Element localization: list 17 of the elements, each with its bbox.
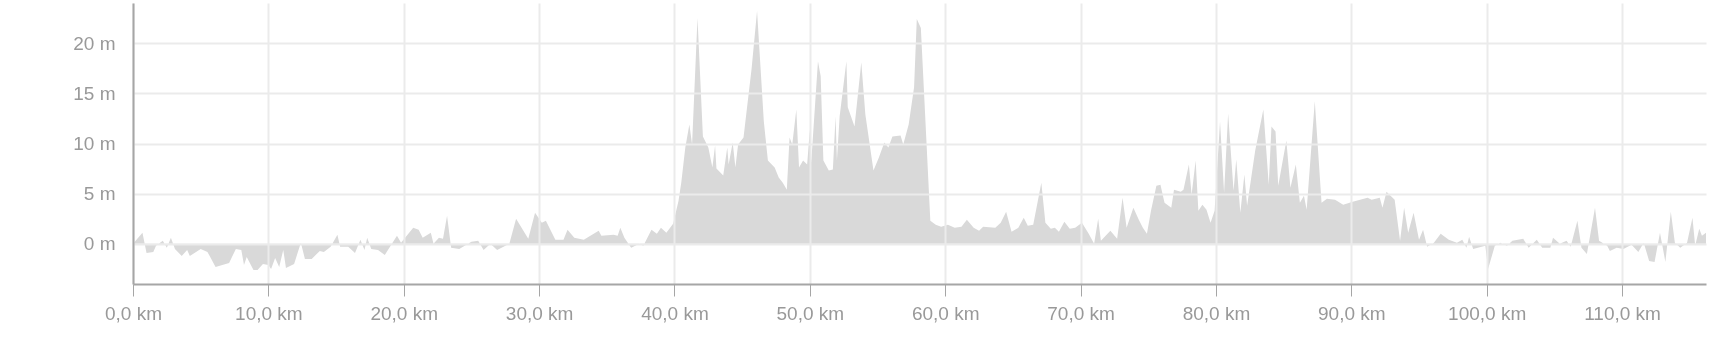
x-tick-label: 80,0 km: [1182, 302, 1251, 324]
y-tick-label: 10 m: [73, 133, 116, 154]
x-tick-label: 20,0 km: [370, 302, 439, 324]
x-tick-label: 50,0 km: [776, 302, 845, 324]
x-tick-label: 60,0 km: [911, 302, 980, 324]
x-tick-label: 0,0 km: [104, 302, 163, 324]
x-tick-label: 30,0 km: [505, 302, 574, 324]
x-tick-label: 10,0 km: [235, 302, 303, 324]
y-tick-label: 20 m: [73, 32, 116, 54]
x-tick-label: 40,0 km: [641, 302, 709, 324]
y-tick-label: 15 m: [73, 82, 116, 104]
y-tick-label: 0 m: [83, 233, 116, 255]
y-tick-label: 5 m: [83, 183, 116, 205]
x-tick-label: 110,0 km: [1584, 302, 1661, 324]
x-tick-label: 100,0 km: [1448, 302, 1527, 324]
x-tick-label: 70,0 km: [1047, 302, 1115, 324]
x-tick-label: 90,0 km: [1318, 302, 1386, 324]
